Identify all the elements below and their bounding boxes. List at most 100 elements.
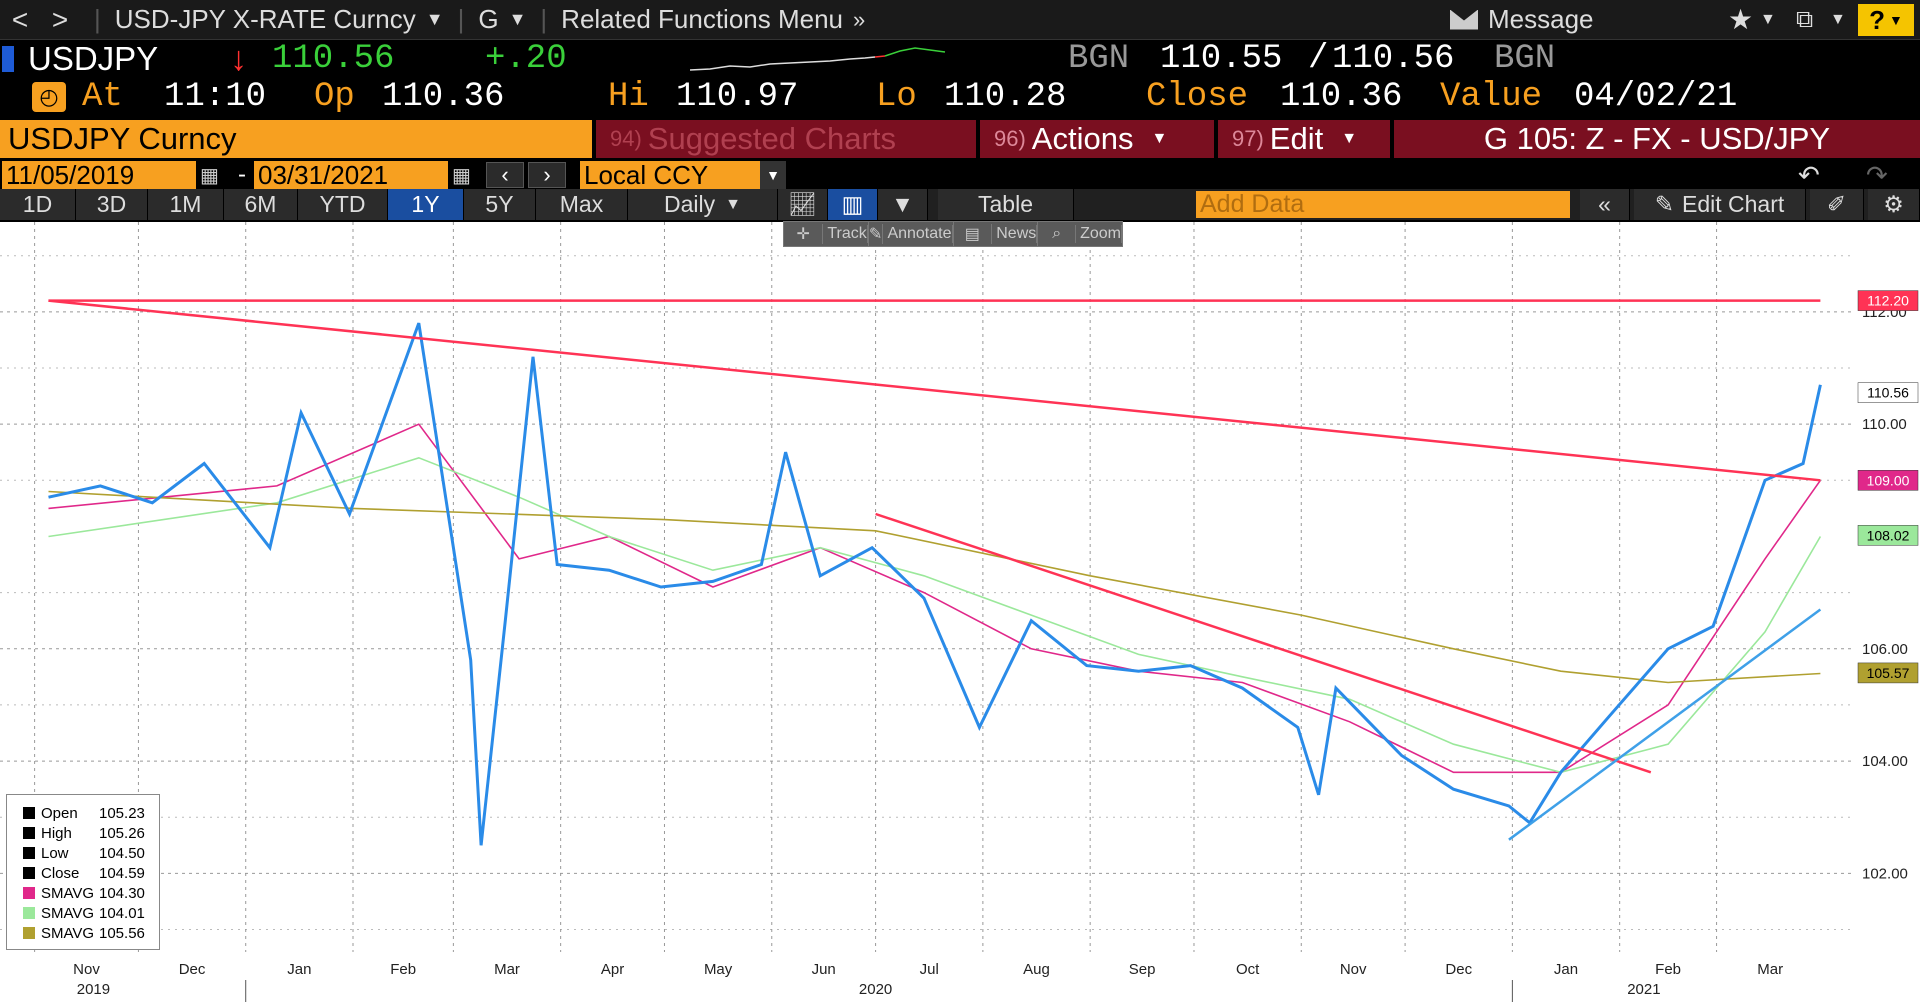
settings-button[interactable]: ⚙ xyxy=(1868,189,1920,220)
axis-tag-label: 112.20 xyxy=(1867,293,1909,309)
zoom-button[interactable]: ⌕ Zoom xyxy=(1038,222,1122,246)
currency-dropdown-button[interactable]: ▼ xyxy=(760,161,786,189)
chevron-down-icon: ▼ xyxy=(1889,12,1903,28)
divider: | xyxy=(540,4,548,34)
x-tick-label: Nov xyxy=(73,961,100,978)
track-button[interactable]: ✛ Track xyxy=(784,222,869,246)
chart-legend[interactable]: Open 105.23 High 105.26 Low 104.50 Close 104.59… xyxy=(6,794,160,950)
high-value: 110.97 xyxy=(676,78,799,116)
edit-button[interactable]: 97) Edit ▼ xyxy=(1218,120,1390,158)
table-button[interactable]: Table xyxy=(938,189,1074,220)
range-button-max[interactable]: Max xyxy=(536,189,628,220)
trendlines[interactable] xyxy=(48,299,1822,841)
range-button-1m[interactable]: 1M xyxy=(148,189,224,220)
period-select[interactable]: Daily ▼ xyxy=(628,189,778,220)
chart-name: G 105: Z - FX - USD/JPY xyxy=(1394,120,1920,158)
y-tick-label: 102.00 xyxy=(1862,865,1908,882)
legend-value: 105.56 xyxy=(99,924,145,942)
security-menu[interactable]: USD-JPY X-RATE Curncy ▼ xyxy=(115,4,444,35)
legend-value: 104.30 xyxy=(99,884,145,902)
g-menu-label: G xyxy=(478,4,499,34)
range-button-ytd[interactable]: YTD xyxy=(298,189,388,220)
at-label: At xyxy=(82,78,123,116)
help-button[interactable]: ? ▼ xyxy=(1858,4,1914,36)
range-button-5y[interactable]: 5Y xyxy=(464,189,536,220)
year-label: 2020 xyxy=(859,981,892,998)
undo-icon[interactable]: ↶ xyxy=(1798,159,1820,190)
gridlines xyxy=(0,222,1855,952)
related-functions-menu[interactable]: Related Functions Menu » xyxy=(561,4,865,35)
annotate-tool-button[interactable]: ✎ Annotate xyxy=(869,222,954,246)
legend-swatch xyxy=(23,907,35,919)
table-label: Table xyxy=(978,191,1033,217)
next-period-button[interactable]: › xyxy=(528,162,566,188)
news-label: News xyxy=(996,225,1038,243)
back-button[interactable]: < xyxy=(11,3,29,35)
legend-name: High xyxy=(41,824,72,842)
x-tick-label: Dec xyxy=(1445,961,1472,978)
forward-button[interactable]: > xyxy=(51,3,69,35)
annotate-button[interactable]: ✐ xyxy=(1810,189,1864,220)
actions-number: 96) xyxy=(994,126,1026,151)
currency-select[interactable]: Local CCY xyxy=(580,160,786,190)
range-toolbar: 1D 3D 1M 6M YTD 1Y 5Y Max Daily ▼ 📈︎ ▥ ▼ Table A… xyxy=(0,189,1920,220)
collapse-button[interactable]: « xyxy=(1580,189,1630,220)
chart-type-dropdown[interactable]: ▼ xyxy=(878,189,928,220)
range-button-1y[interactable]: 1Y xyxy=(388,189,464,220)
calendar-icon[interactable]: ▦ xyxy=(200,164,219,187)
g-menu[interactable]: G ▼ xyxy=(478,4,526,35)
range-button-6m[interactable]: 6M xyxy=(224,189,298,220)
end-date-field[interactable]: 03/31/2021 xyxy=(254,160,448,190)
axis-tags: 112.20 110.56 109.00 108.02 105.57 xyxy=(1857,290,1919,684)
range-button-1d[interactable]: 1D xyxy=(0,189,76,220)
x-tick-label: Feb xyxy=(390,961,416,978)
add-data-input[interactable]: Add Data xyxy=(1196,190,1570,218)
chevron-down-icon[interactable]: ▼ xyxy=(1760,10,1776,28)
help-label: ? xyxy=(1869,4,1886,35)
axis-tag-label: 110.56 xyxy=(1867,385,1909,401)
prev-period-button[interactable]: ‹ xyxy=(486,162,524,188)
top-toolbar: < > | USD-JPY X-RATE Curncy ▼ | G ▼ | Rela… xyxy=(0,0,1920,40)
legend-swatch xyxy=(23,867,35,879)
actions-button[interactable]: 96) Actions ▼ xyxy=(980,120,1214,158)
message-button[interactable]: Message xyxy=(1450,4,1594,35)
suggested-charts-button[interactable]: 94) Suggested Charts xyxy=(596,120,976,158)
low-value: 110.28 xyxy=(944,78,1067,116)
window-icon[interactable]: ⧉ xyxy=(1796,5,1814,33)
security-field[interactable]: USDJPY Curncy xyxy=(0,120,592,158)
edit-number: 97) xyxy=(1232,126,1264,151)
low-label: Lo xyxy=(876,78,917,116)
double-chevron-down-icon: » xyxy=(853,6,866,32)
suggested-charts-number: 94) xyxy=(610,126,642,151)
legend-swatch xyxy=(23,927,35,939)
x-tick-label: Dec xyxy=(179,961,206,978)
y-tick-label: 110.00 xyxy=(1862,416,1907,433)
start-date-field[interactable]: 11/05/2019 xyxy=(2,159,196,190)
edit-chart-button[interactable]: ✎ Edit Chart xyxy=(1634,189,1806,220)
chevron-down-icon[interactable]: ▼ xyxy=(1830,10,1846,28)
y-tick-label: 104.00 xyxy=(1862,753,1908,770)
smavg-line xyxy=(48,423,1822,774)
zoom-label: Zoom xyxy=(1080,225,1122,243)
star-icon[interactable]: ★ xyxy=(1728,4,1754,35)
axis-tag-label: 109.00 xyxy=(1867,472,1910,488)
x-axis: Nov Dec Jan Feb Mar Apr May Jun Jul Aug Sep Oct Nov D… xyxy=(73,961,1783,1002)
gear-icon: ⚙ xyxy=(1883,191,1904,217)
news-button[interactable]: ▤ News xyxy=(954,222,1039,246)
quote-line-1: USDJPY ↓ 110.56 +.20 BGN 110.55 / 110.56… xyxy=(0,40,1920,78)
line-chart-button[interactable]: 📈︎ xyxy=(778,189,828,220)
x-tick-label: Aug xyxy=(1023,961,1050,978)
quote-line-2: ◴ At 11:10 Op 110.36 Hi 110.97 Lo 110.28… xyxy=(0,78,1920,116)
calendar-icon[interactable]: ▦ xyxy=(452,164,471,187)
axis-tag-label: 108.02 xyxy=(1867,527,1910,543)
edit-chart-label: Edit Chart xyxy=(1682,191,1785,217)
ticker-marker xyxy=(2,46,14,72)
range-button-3d[interactable]: 3D xyxy=(76,189,148,220)
start-date: 11/05/2019 xyxy=(6,159,135,190)
last-price: 110.56 xyxy=(272,40,395,78)
candle-chart-button[interactable]: ▥ xyxy=(828,189,878,220)
legend-swatch xyxy=(23,847,35,859)
redo-icon[interactable]: ↷ xyxy=(1866,159,1888,190)
close-value: 110.36 xyxy=(1280,78,1403,116)
